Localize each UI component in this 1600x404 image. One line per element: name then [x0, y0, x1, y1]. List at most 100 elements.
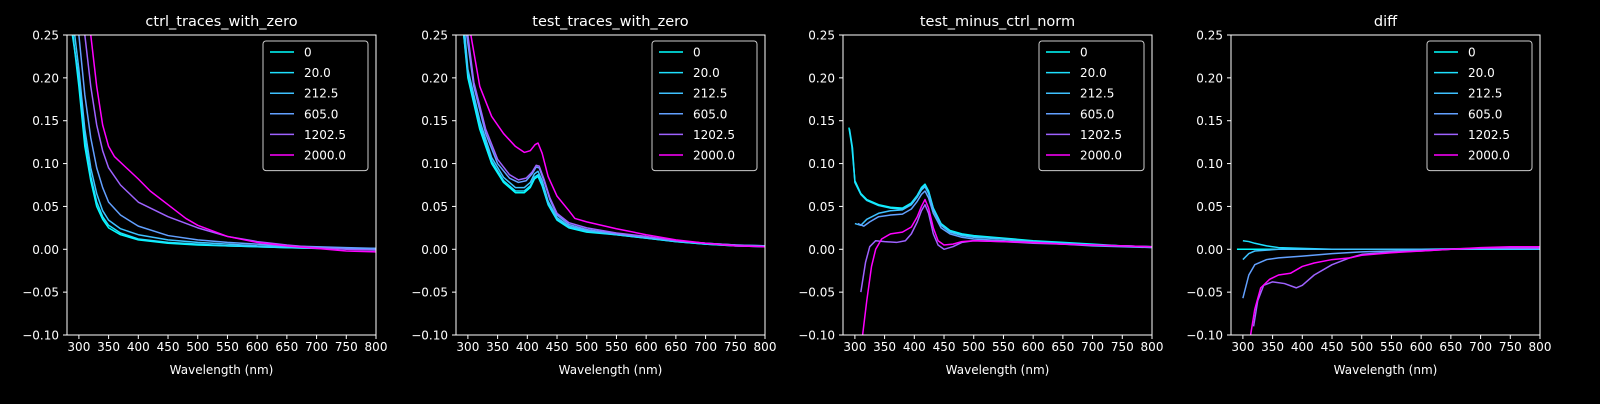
series-line-20.0: [462, 35, 765, 248]
x-tick-label: 550: [605, 340, 628, 354]
y-tick-label: 0.20: [421, 71, 448, 85]
legend-label: 0: [1080, 46, 1088, 60]
x-tick-label: 650: [1439, 340, 1462, 354]
legend: 0 20.0 212.5 605.0 1202.5 2000.0: [262, 40, 369, 172]
x-tick-label: 750: [1499, 340, 1522, 354]
x-tick-label: 650: [1051, 340, 1074, 354]
plot-frame: [455, 34, 766, 336]
y-tick-label: −0.10: [411, 329, 448, 343]
y-tick-label: 0.15: [808, 114, 835, 128]
y-tick-label: −0.10: [798, 329, 835, 343]
series-group: [848, 127, 1152, 335]
series-line-2000.0: [90, 35, 376, 253]
legend-label: 605.0: [1080, 107, 1114, 121]
x-tick-label: 600: [1022, 340, 1045, 354]
y-tick-label: 0.25: [32, 29, 59, 43]
y-tick-label: −0.05: [1186, 286, 1223, 300]
y-tick-label: 0.20: [32, 71, 59, 85]
chart-panel-1: 300 350 400 450 500 550 600 650 700 750 800 −0.10 −0…: [22, 14, 387, 377]
chart-panel-2: 300 350 400 450 500 550 600 650 700 750 800 −0.10 −0…: [411, 14, 776, 377]
legend-label: 2000.0: [304, 149, 346, 163]
legend-label: 1202.5: [304, 128, 346, 142]
series-line-2000.0: [470, 35, 765, 248]
y-tick-label: −0.05: [798, 286, 835, 300]
chart-title: test_traces_with_zero: [532, 14, 689, 30]
series-line-1202.5: [467, 35, 765, 248]
x-tick-label: 800: [365, 340, 388, 354]
series-line-212.5: [854, 185, 1152, 248]
x-tick-label: 500: [186, 340, 209, 354]
y-tick-label: 0.10: [808, 157, 835, 171]
series-line-2000.0: [1249, 245, 1540, 335]
x-tick-label: 800: [1529, 340, 1552, 354]
series-line-20.0: [71, 35, 376, 251]
x-tick-label: 650: [664, 340, 687, 354]
y-tick-label: −0.05: [411, 286, 448, 300]
chart-panel-4: 300 350 400 450 500 550 600 650 700 750 800 −0.10 −0…: [1186, 14, 1551, 377]
legend-label: 0: [1468, 46, 1476, 60]
x-tick-label: 750: [724, 340, 747, 354]
x-tick-label: 700: [694, 340, 717, 354]
x-tick-label: 500: [575, 340, 598, 354]
x-tick-label: 400: [903, 340, 926, 354]
x-axis-label: Wavelength (nm): [170, 363, 274, 377]
x-tick-label: 500: [962, 340, 985, 354]
legend-label: 212.5: [1468, 87, 1502, 101]
x-tick-label: 550: [1380, 340, 1403, 354]
x-tick-label: 350: [873, 340, 896, 354]
y-tick-label: 0.20: [808, 71, 835, 85]
legend-box: [1038, 40, 1145, 172]
x-tick-label: 300: [1231, 340, 1254, 354]
y-tick-label: 0.05: [421, 200, 448, 214]
legend-label: 20.0: [304, 66, 331, 80]
y-tick-label: 0.00: [421, 243, 448, 257]
y-tick-label: −0.10: [1186, 329, 1223, 343]
x-tick-label: 700: [1469, 340, 1492, 354]
x-tick-label: 750: [335, 340, 358, 354]
legend-label: 1202.5: [1468, 128, 1510, 142]
y-tick-label: 0.00: [808, 243, 835, 257]
legend-label: 0: [304, 46, 312, 60]
legend-label: 20.0: [1468, 66, 1495, 80]
legend-label: 212.5: [1080, 87, 1114, 101]
legend: 0 20.0 212.5 605.0 1202.5 2000.0: [1038, 40, 1145, 172]
legend-label: 0: [693, 46, 701, 60]
x-tick-label: 650: [275, 340, 298, 354]
x-tick-label: 450: [1321, 340, 1344, 354]
plot-frame: [1230, 34, 1541, 336]
legend-label: 1202.5: [693, 128, 735, 142]
x-tick-label: 550: [992, 340, 1015, 354]
x-tick-label: 350: [97, 340, 120, 354]
x-tick-label: 400: [127, 340, 150, 354]
x-tick-label: 750: [1111, 340, 1134, 354]
x-tick-label: 450: [157, 340, 180, 354]
x-tick-label: 500: [1350, 340, 1373, 354]
y-tick-label: 0.25: [421, 29, 448, 43]
legend-box: [262, 40, 369, 172]
x-tick-label: 800: [1141, 340, 1164, 354]
x-axis-label: Wavelength (nm): [559, 363, 663, 377]
legend-label: 605.0: [304, 107, 338, 121]
y-tick-label: 0.20: [1196, 71, 1223, 85]
y-tick-label: 0.10: [32, 157, 59, 171]
y-tick-label: 0.25: [808, 29, 835, 43]
plot-frame: [66, 34, 377, 336]
y-tick-label: 0.15: [1196, 114, 1223, 128]
y-tick-label: 0.05: [808, 200, 835, 214]
legend-box: [1426, 40, 1533, 172]
x-tick-label: 450: [933, 340, 956, 354]
chart-title: diff: [1374, 14, 1398, 30]
y-tick-label: 0.15: [32, 114, 59, 128]
chart-panel-3: 300 350 400 450 500 550 600 650 700 750 800 −0.10 −0…: [798, 14, 1163, 377]
legend: 0 20.0 212.5 605.0 1202.5 2000.0: [1426, 40, 1533, 172]
y-tick-label: 0.00: [32, 243, 59, 257]
x-tick-label: 400: [1291, 340, 1314, 354]
x-tick-label: 300: [843, 340, 866, 354]
x-tick-label: 600: [1410, 340, 1433, 354]
x-axis-label: Wavelength (nm): [1334, 363, 1438, 377]
series-line-2000.0: [861, 198, 1152, 335]
series-group: [462, 35, 765, 248]
y-tick-label: 0.00: [1196, 243, 1223, 257]
series-group: [1236, 239, 1540, 335]
